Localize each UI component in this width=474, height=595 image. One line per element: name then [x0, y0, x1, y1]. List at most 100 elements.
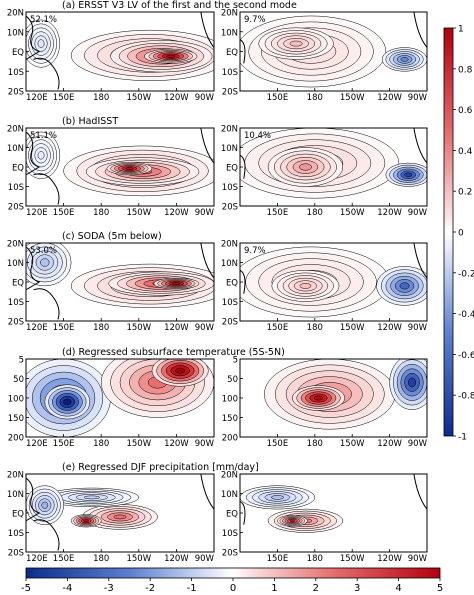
x-tick-label: 120W	[164, 93, 189, 103]
panel-b-right: 20N 10N EQ 10S 20S 150E 180 150W 120W 90W 10.4%	[221, 125, 428, 219]
panel-a-title: (a) ERSST V3 LV of the first and the sec…	[62, 0, 297, 11]
x-tick-label: 180	[93, 93, 109, 103]
y-tick-label: 10S	[8, 298, 24, 308]
x-tick-label: 180	[307, 439, 323, 449]
colorbar-bottom-tick-label: 0	[230, 583, 236, 594]
contour-3-1	[40, 258, 50, 267]
y-tick-label: EQ	[12, 164, 24, 174]
y-tick-label: 20N	[221, 9, 238, 19]
field	[240, 359, 427, 437]
y-tick-label: 200	[8, 434, 24, 444]
x-tick-label: 180	[307, 208, 323, 218]
y-tick-label: 50	[13, 375, 24, 385]
y-tick-label: 5	[233, 356, 238, 366]
y-tick-label: 10N	[7, 144, 24, 154]
contour-2-1	[408, 377, 417, 388]
x-tick-label: 180	[93, 208, 109, 218]
x-tick-label: 150E	[267, 439, 289, 449]
x-tick-label: 150W	[340, 439, 365, 449]
x-tick-label: 150E	[267, 323, 289, 333]
panel-e-title: (e) Regressed DJF precipitation [mm/day]	[62, 462, 259, 473]
x-tick-label: 90W	[408, 323, 428, 333]
field	[240, 128, 427, 206]
y-tick-label: 10N	[7, 28, 24, 38]
x-tick-label: 180	[307, 323, 323, 333]
x-tick-label: 150E	[53, 93, 75, 103]
x-tick-label: 150W	[340, 208, 365, 218]
y-tick-label: 10N	[221, 144, 238, 154]
colorbar-right-tick-label: 0.2	[458, 188, 472, 198]
colorbar-bottom-tick-label: 3	[354, 583, 360, 594]
x-tick-label: 150E	[267, 208, 289, 218]
variance-percent: 53.0%	[30, 246, 57, 256]
contour-2-1	[400, 57, 409, 62]
x-tick-label: 180	[93, 554, 109, 564]
contour-1-1	[83, 519, 89, 523]
x-tick-label: 150E	[267, 93, 289, 103]
x-tick-label: 150W	[340, 323, 365, 333]
y-tick-label: 150	[8, 414, 24, 424]
y-tick-label: 200	[222, 434, 238, 444]
contour-3-1	[37, 151, 45, 160]
y-tick-label: EQ	[226, 164, 238, 174]
field	[240, 243, 427, 321]
x-tick-label: 120W	[377, 554, 402, 564]
y-tick-label: 20N	[7, 471, 24, 481]
contour-3-1	[41, 501, 49, 509]
land-outline	[26, 474, 214, 551]
x-tick-label: 120W	[377, 208, 402, 218]
x-tick-label: 90W	[408, 93, 428, 103]
x-tick-label: 150E	[267, 554, 289, 564]
x-tick-label: 150E	[53, 323, 75, 333]
y-tick-label: 20N	[7, 9, 24, 19]
contour-1-1	[299, 283, 312, 289]
y-tick-label: 10S	[8, 529, 24, 539]
x-tick-label: 120W	[164, 323, 189, 333]
y-tick-label: 20S	[8, 549, 24, 559]
x-tick-label: 120W	[377, 323, 402, 333]
x-tick-label: 120E	[26, 208, 48, 218]
x-tick-label: 90W	[408, 439, 428, 449]
colorbar-right	[443, 27, 454, 437]
y-tick-label: 100	[8, 395, 24, 405]
y-tick-label: 20S	[222, 203, 238, 213]
variance-percent: 9.7%	[244, 246, 266, 256]
land-outline	[240, 12, 427, 64]
x-tick-label: 150W	[126, 208, 151, 218]
x-tick-label: 180	[307, 554, 323, 564]
colorbar-right-ticks: 1 0.8 0.6 0.4 0.2 0 -0.2 -0.4 -0.6 -0.8 -1	[453, 25, 474, 443]
y-tick-label: 5	[19, 356, 24, 366]
variance-percent: 9.7%	[244, 15, 266, 25]
colorbar-bottom	[25, 567, 441, 579]
panel-a-right: 20N 10N EQ 10S 20S 150E 180 150W 120W 90W 9.7%	[221, 9, 428, 104]
y-tick-label: 10N	[221, 259, 238, 269]
colorbar-right-tick-label: 1	[458, 25, 464, 35]
x-tick-label: 90W	[195, 323, 215, 333]
x-tick-label: 150E	[53, 554, 75, 564]
panel-e-right: 20N 10N EQ 10S 20S 150E 180 150W 120W 90W	[221, 471, 428, 565]
x-tick-label: 150E	[53, 208, 75, 218]
colorbar-bottom-tick-label: 5	[437, 583, 443, 594]
land-outline	[26, 12, 214, 90]
field	[26, 359, 214, 437]
y-tick-label: 20N	[221, 471, 238, 481]
colorbar-bottom-tick-label: -3	[104, 583, 114, 594]
colorbar-right-tick-label: 0	[458, 229, 464, 239]
colorbar-bottom-tick-label: 4	[395, 583, 401, 594]
field	[240, 474, 427, 552]
field	[26, 474, 214, 552]
contour-1-1	[298, 163, 312, 171]
field	[26, 243, 214, 321]
x-tick-label: 120W	[377, 93, 402, 103]
y-tick-label: 20S	[8, 318, 24, 328]
x-tick-label: 120E	[26, 323, 48, 333]
y-tick-label: EQ	[226, 279, 238, 289]
colorbar-right-tick-label: -0.2	[458, 269, 474, 279]
field	[240, 12, 427, 91]
